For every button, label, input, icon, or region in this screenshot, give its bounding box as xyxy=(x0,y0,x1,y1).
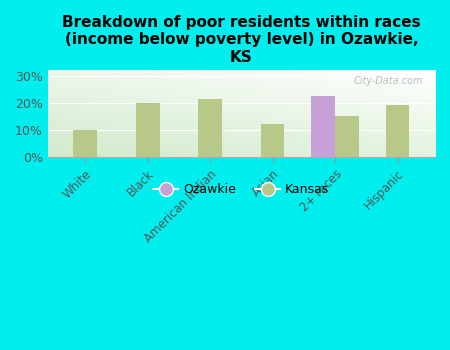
Legend: Ozawkie, Kansas: Ozawkie, Kansas xyxy=(148,178,334,201)
Bar xyxy=(73,130,97,157)
Bar xyxy=(311,96,335,157)
Bar xyxy=(136,103,160,157)
Title: Breakdown of poor residents within races
(income below poverty level) in Ozawkie: Breakdown of poor residents within races… xyxy=(62,15,421,65)
Bar xyxy=(198,99,222,157)
Bar xyxy=(386,105,410,157)
Text: City-Data.com: City-Data.com xyxy=(354,76,423,86)
Bar xyxy=(261,124,284,157)
Bar xyxy=(335,116,359,157)
